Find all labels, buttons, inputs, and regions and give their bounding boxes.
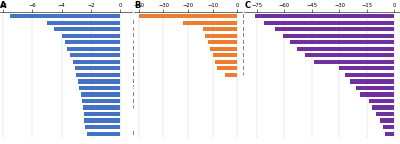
Bar (212, 53, 237, 57)
Bar (64, 40, 120, 44)
Bar (275, 27, 394, 31)
Bar (84, 112, 120, 116)
Bar (10, 14, 120, 18)
Bar (139, 14, 237, 18)
Bar (84, 119, 120, 123)
Bar (297, 47, 394, 51)
Bar (384, 125, 394, 129)
Bar (203, 27, 237, 31)
Bar (183, 20, 237, 25)
Bar (73, 60, 120, 64)
Bar (290, 40, 394, 44)
Bar (218, 66, 237, 70)
Bar (83, 105, 120, 110)
Bar (345, 73, 394, 77)
Bar (62, 34, 120, 38)
Text: C: C (244, 1, 250, 10)
Bar (356, 86, 394, 90)
Bar (205, 34, 237, 38)
Bar (314, 60, 394, 64)
Bar (79, 86, 120, 90)
Bar (369, 99, 394, 103)
Bar (68, 47, 120, 51)
Bar (304, 53, 394, 57)
Bar (372, 105, 394, 110)
Text: A: A (0, 1, 7, 10)
Title: B-ALL vs. AML: B-ALL vs. AML (41, 0, 91, 1)
Bar (47, 20, 120, 25)
Bar (85, 125, 120, 129)
Bar (282, 34, 394, 38)
Bar (210, 47, 237, 51)
Bar (81, 92, 120, 97)
Bar (86, 132, 120, 136)
Bar (255, 14, 394, 18)
Text: B: B (134, 1, 141, 10)
Bar (78, 79, 120, 84)
Bar (360, 92, 394, 97)
Bar (70, 53, 120, 57)
Title: AML vs. B-ALL: AML vs. B-ALL (163, 0, 213, 1)
Bar (215, 60, 237, 64)
Bar (350, 79, 394, 84)
Bar (54, 27, 120, 31)
Title: MPAL vs. AML and B-ALL: MPAL vs. AML and B-ALL (278, 0, 366, 1)
Bar (75, 66, 120, 70)
Bar (340, 66, 394, 70)
Bar (208, 40, 237, 44)
Bar (264, 20, 394, 25)
Bar (76, 73, 120, 77)
Bar (376, 112, 394, 116)
Bar (82, 99, 120, 103)
Bar (225, 73, 237, 77)
Bar (385, 132, 394, 136)
Bar (380, 119, 394, 123)
